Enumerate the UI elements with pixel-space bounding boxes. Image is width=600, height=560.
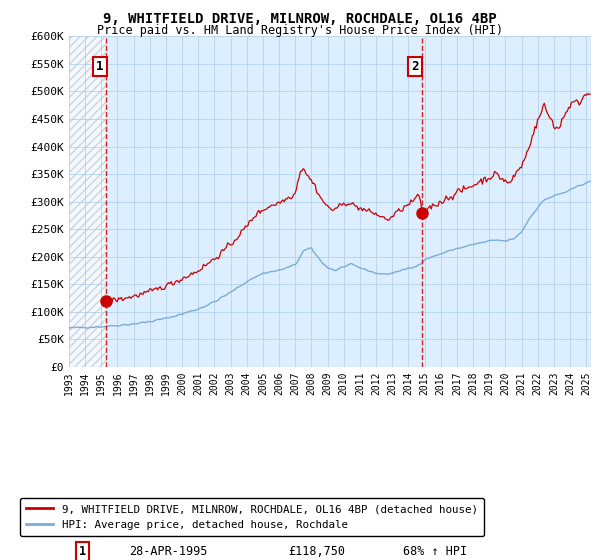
Text: 1: 1: [79, 545, 86, 558]
Legend: 9, WHITFIELD DRIVE, MILNROW, ROCHDALE, OL16 4BP (detached house), HPI: Average p: 9, WHITFIELD DRIVE, MILNROW, ROCHDALE, O…: [20, 498, 484, 536]
Bar: [69, 36, 106, 367]
Text: 1: 1: [96, 60, 104, 73]
Text: 9, WHITFIELD DRIVE, MILNROW, ROCHDALE, OL16 4BP: 9, WHITFIELD DRIVE, MILNROW, ROCHDALE, O…: [103, 12, 497, 26]
Text: 28-APR-1995: 28-APR-1995: [129, 545, 208, 558]
Text: 68% ↑ HPI: 68% ↑ HPI: [403, 545, 467, 558]
Text: Price paid vs. HM Land Registry's House Price Index (HPI): Price paid vs. HM Land Registry's House …: [97, 24, 503, 36]
Text: £118,750: £118,750: [288, 545, 345, 558]
Text: 2: 2: [412, 60, 419, 73]
